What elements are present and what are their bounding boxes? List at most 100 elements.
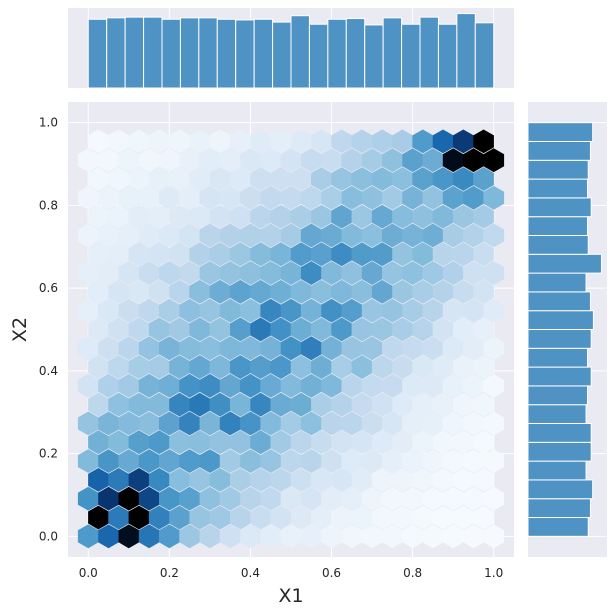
y-tick-label: 0.4 (39, 364, 58, 378)
hexbin-cell (270, 204, 292, 229)
hexbin-cell (432, 468, 454, 492)
marginal-x-bar (272, 21, 292, 89)
hexbin-cell (432, 430, 454, 455)
hexbin-cell (422, 336, 444, 361)
hexbin-cell (98, 524, 119, 549)
hexbin-cell (189, 317, 211, 342)
hexbin-cell (300, 148, 322, 173)
x-tick-label: 0.4 (241, 566, 260, 580)
hexbin-cell (453, 242, 474, 267)
hexbin-cell (128, 355, 150, 379)
hexbin-cell (300, 223, 322, 248)
y-tick-label: 0.2 (39, 447, 58, 461)
hexbin-cell (189, 505, 211, 530)
hexbin-cell (169, 279, 190, 304)
hexbin-cell (189, 204, 211, 229)
hexbin-cell (453, 392, 474, 417)
hexbin-cell (361, 336, 383, 361)
hexbin-cell (179, 298, 200, 323)
hexbin-cell (128, 242, 150, 267)
hexbin-cell (412, 204, 434, 229)
hexbin-cell (77, 336, 99, 361)
hexbin-cell (331, 468, 352, 492)
hexbin-cell (240, 148, 261, 173)
hexbin-cell (148, 279, 170, 304)
hexbin-cell (108, 242, 129, 267)
hexbin-cell (209, 129, 231, 154)
hexbin-cell (311, 430, 332, 455)
marginal-x-bar (253, 18, 274, 89)
hexbin-cell (473, 279, 494, 304)
hexbin-cell (402, 449, 423, 473)
hexbin-cell (138, 148, 160, 173)
hexbin-cell (412, 129, 434, 154)
hexbin-cell (473, 355, 494, 379)
hexbin-cell (371, 279, 393, 304)
marginal-x-bar (198, 17, 218, 89)
marginal-x-bar (106, 17, 126, 89)
hexbin-cell (331, 430, 352, 455)
hexbin-cell (98, 449, 119, 473)
marginal-y-bar (527, 234, 589, 255)
marginal-x-bar (401, 23, 421, 89)
hexbin-cell (270, 505, 292, 530)
hexbin-layer (77, 129, 505, 549)
hexbin-cell (311, 167, 332, 191)
hexbin-cell (98, 486, 119, 511)
marginal-y-bar (527, 498, 591, 519)
hexbin-cell (240, 449, 261, 473)
hexbin-cell (463, 223, 484, 248)
hexbin-cell (351, 204, 373, 229)
marginal-y-histogram (527, 122, 602, 537)
hexbin-cell (169, 392, 190, 417)
hexbin-cell (341, 336, 363, 361)
hexbin-cell (341, 223, 363, 248)
hexbin-cell (77, 486, 99, 511)
hexbin-cell (189, 355, 211, 379)
hexbin-cell (331, 129, 352, 154)
hexbin-cell (250, 468, 271, 492)
hexbin-cell (453, 505, 474, 530)
hexbin-cell (392, 317, 413, 342)
hexbin-cell (392, 242, 413, 267)
hexbin-cell (473, 430, 494, 455)
hexbin-cell (463, 298, 484, 323)
hexbin-cell (159, 411, 180, 436)
hexbin-cell (361, 373, 383, 398)
hexbin-cell (351, 505, 373, 530)
hexbin-cell (260, 336, 282, 361)
hexbin-cell (300, 524, 322, 549)
hexbin-cell (138, 373, 160, 398)
hexbin-cell (311, 242, 332, 267)
hexbin-cell (442, 486, 464, 511)
hexbin-cell (483, 298, 505, 323)
hexbin-cell (230, 279, 251, 304)
hexbin-cell (412, 505, 434, 530)
hexbin-cell (412, 355, 434, 379)
hexbin-cell (392, 468, 413, 492)
hexbin-cell (219, 148, 241, 173)
hexbin-cell (483, 373, 505, 398)
hexbin-cell (219, 373, 241, 398)
hexbin-cell (361, 524, 383, 549)
hexbin-cell (331, 505, 352, 530)
hexbin-cell (77, 298, 99, 323)
hexbin-cell (169, 505, 190, 530)
hexbin-cell (442, 411, 464, 436)
hexbin-cell (118, 373, 140, 398)
marginal-x-bar (216, 18, 237, 89)
hexbin-cell (442, 185, 464, 210)
hexbin-cell (321, 336, 342, 361)
hexbin-cell (260, 449, 282, 473)
hexbin-cell (361, 261, 383, 285)
marginal-x-bar (456, 13, 476, 89)
hexbin-cell (108, 355, 129, 379)
hexbin-cell (382, 148, 403, 173)
hexbin-cell (351, 129, 373, 154)
marginal-y-bar (527, 329, 592, 349)
hexbin-cell (199, 373, 221, 398)
hexbin-cell (230, 468, 251, 492)
hexbin-cell (321, 449, 342, 473)
hexbin-cell (159, 148, 180, 173)
